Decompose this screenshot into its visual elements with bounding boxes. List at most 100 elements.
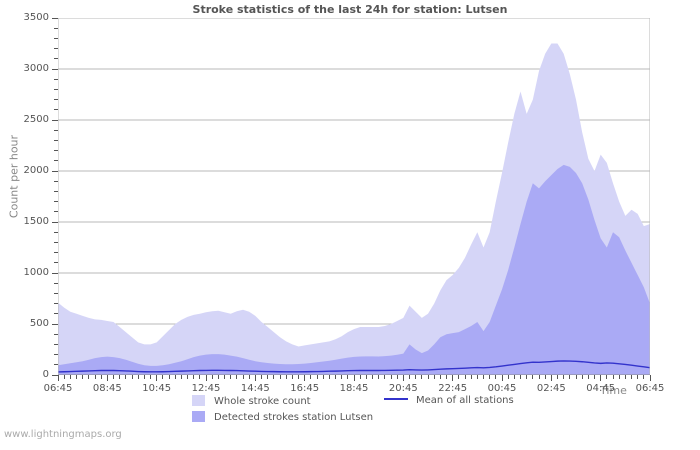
x-tick-minor — [211, 375, 213, 379]
x-tick-minor — [464, 375, 466, 379]
y-tick-minor — [54, 180, 58, 182]
x-tick-minor — [612, 375, 614, 379]
x-tick-minor — [291, 375, 293, 379]
x-axis-ticks: 06:45 08:45 10:45 12:45 14:45 16:45 18:45 20:45… — [0, 375, 700, 394]
x-tick-minor — [538, 375, 540, 379]
x-tick-minor — [131, 375, 133, 379]
legend-item-detected-strokes: Detected strokes station Lutsen — [192, 411, 373, 424]
x-tick-minor — [587, 375, 589, 379]
x-tick-minor — [532, 375, 534, 379]
y-axis-ticks: 0 500 1000 1500 2000 2500 3000 3500 — [0, 0, 58, 450]
area-series-1 — [58, 164, 650, 375]
x-tick-minor — [606, 375, 608, 379]
x-tick-minor — [88, 375, 90, 379]
x-tick-minor — [94, 375, 96, 379]
x-tick-major — [57, 375, 59, 381]
x-tick-major — [106, 375, 108, 381]
x-tick-minor — [489, 375, 491, 379]
x-tick-minor — [396, 375, 398, 379]
x-tick-minor — [409, 375, 410, 379]
x-tick-minor — [544, 375, 546, 379]
x-tick-minor — [285, 375, 287, 379]
y-tick-minor — [54, 241, 58, 243]
y-tick-minor — [54, 262, 58, 264]
x-tick-minor — [637, 375, 639, 379]
x-tick-minor — [421, 375, 423, 379]
x-tick-minor — [470, 375, 472, 379]
x-tick-label: 06:45 — [43, 383, 73, 394]
y-tick-minor — [54, 231, 58, 233]
x-tick-label: 18:45 — [339, 383, 369, 394]
legend-swatch-whole-stroke-count — [192, 395, 205, 406]
x-tick-minor — [100, 375, 102, 379]
x-tick-minor — [137, 375, 139, 379]
x-tick-minor — [298, 375, 299, 379]
x-tick-minor — [563, 375, 565, 379]
x-tick-label: 08:45 — [92, 383, 122, 394]
line-series-mean — [58, 360, 650, 373]
y-tick-minor — [54, 303, 58, 305]
x-tick-minor — [242, 375, 244, 379]
x-tick-minor — [575, 375, 577, 379]
x-tick-label: 14:45 — [240, 383, 270, 394]
y-tick-label: 500 — [29, 318, 49, 329]
x-tick-label: 20:45 — [388, 383, 418, 394]
y-tick-minor — [54, 252, 58, 254]
x-tick-minor — [372, 375, 373, 379]
x-tick-minor — [187, 375, 188, 379]
y-tick-minor — [54, 190, 58, 192]
y-tick-major — [52, 221, 58, 223]
x-tick-minor — [526, 375, 528, 379]
y-tick-minor — [54, 109, 58, 111]
x-tick-minor — [217, 375, 219, 379]
x-tick-minor — [618, 375, 620, 379]
x-tick-minor — [230, 375, 232, 379]
x-tick-minor — [520, 375, 521, 379]
x-tick-major — [452, 375, 454, 381]
x-tick-minor — [113, 375, 114, 379]
x-tick-minor — [427, 375, 429, 379]
x-tick-minor — [125, 375, 127, 379]
x-tick-minor — [316, 375, 318, 379]
x-tick-minor — [458, 375, 460, 379]
x-tick-minor — [224, 375, 225, 379]
x-tick-minor — [143, 375, 145, 379]
x-tick-minor — [150, 375, 151, 379]
y-tick-major — [52, 272, 58, 274]
x-tick-minor — [335, 375, 336, 379]
y-tick-minor — [54, 78, 58, 80]
y-tick-minor — [54, 48, 58, 50]
x-tick-major — [156, 375, 158, 381]
x-tick-minor — [439, 375, 441, 379]
chart-title: Stroke statistics of the last 24h for st… — [192, 3, 508, 16]
x-tick-minor — [495, 375, 497, 379]
y-tick-label: 3000 — [23, 63, 49, 74]
y-tick-minor — [54, 27, 58, 29]
x-tick-minor — [63, 375, 65, 379]
legend-label-whole-stroke-count: Whole stroke count — [214, 396, 311, 407]
x-tick-major — [550, 375, 552, 381]
y-tick-minor — [54, 343, 58, 345]
y-tick-minor — [54, 88, 58, 90]
x-tick-major — [254, 375, 256, 381]
x-tick-minor — [174, 375, 176, 379]
x-tick-major — [205, 375, 207, 381]
chart-svg — [58, 18, 650, 375]
y-tick-label: 1500 — [23, 216, 49, 227]
x-tick-minor — [328, 375, 330, 379]
y-tick-label: 3500 — [23, 12, 49, 23]
x-tick-minor — [569, 375, 571, 379]
x-tick-minor — [82, 375, 84, 379]
x-tick-minor — [390, 375, 392, 379]
x-tick-minor — [162, 375, 164, 379]
x-tick-minor — [359, 375, 361, 379]
y-tick-minor — [54, 99, 58, 101]
x-axis-label: Time — [600, 384, 627, 397]
x-tick-minor — [557, 375, 558, 379]
x-tick-label: 02:45 — [536, 383, 566, 394]
x-tick-label: 00:45 — [487, 383, 517, 394]
x-tick-minor — [69, 375, 71, 379]
x-tick-minor — [378, 375, 380, 379]
x-tick-minor — [322, 375, 324, 379]
